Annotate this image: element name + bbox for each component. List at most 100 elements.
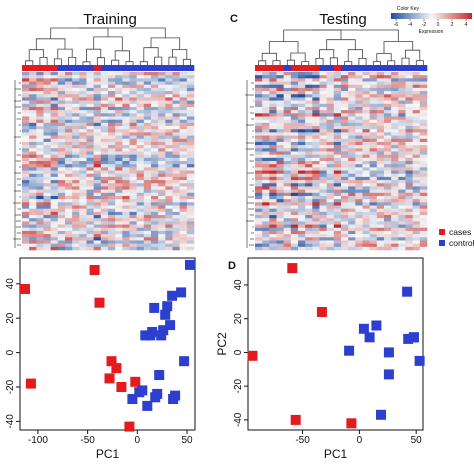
heatmap-cell xyxy=(100,157,109,162)
heatmap-cell xyxy=(115,199,123,203)
heatmap-cell xyxy=(398,75,406,79)
heatmap-cell xyxy=(341,183,349,187)
heatmap-cell xyxy=(290,113,299,117)
heatmap-cell xyxy=(43,148,51,152)
heatmap-cell xyxy=(79,154,87,159)
heatmap-cell xyxy=(355,173,363,178)
heatmap-cell xyxy=(108,135,116,140)
heatmap-cell xyxy=(341,240,349,244)
heatmap-cell xyxy=(398,186,406,190)
heatmap-cell xyxy=(326,116,335,120)
heatmap-cell xyxy=(22,221,30,225)
heatmap-cell xyxy=(186,126,195,130)
heatmap-cell xyxy=(319,81,327,86)
heatmap-cell xyxy=(419,78,428,82)
heatmap-cell xyxy=(341,97,349,101)
heatmap-cell xyxy=(348,234,356,238)
heatmap-cell xyxy=(312,195,320,200)
heatmap-cell xyxy=(43,97,51,101)
heatmap-cell xyxy=(398,94,406,98)
heatmap-cell xyxy=(341,246,349,251)
heatmap-cell xyxy=(158,157,166,162)
heatmap-cell xyxy=(319,113,327,117)
y-tick-label: 40 xyxy=(5,278,16,290)
x-axis-label: PC1 xyxy=(96,447,120,461)
heatmap-cell xyxy=(86,227,94,232)
y-tick-label: 20 xyxy=(5,312,16,324)
heatmap-cell xyxy=(86,106,94,111)
heatmap-cell xyxy=(65,205,73,209)
heatmap-cell xyxy=(151,78,159,82)
heatmap-cell xyxy=(298,72,306,76)
heatmap-cell xyxy=(333,151,342,155)
heatmap-cell xyxy=(405,103,413,108)
heatmap-cell xyxy=(412,157,421,162)
heatmap-cell xyxy=(165,148,173,152)
heatmap-cell xyxy=(165,227,173,232)
color-key-bar xyxy=(391,13,472,19)
scatter-point-cases xyxy=(106,356,117,367)
heatmap-cell xyxy=(333,72,342,76)
heatmap-cell xyxy=(100,230,109,235)
panel-letter-c: C xyxy=(230,13,238,25)
heatmap-cell xyxy=(298,110,306,114)
heatmap-cell xyxy=(143,151,152,155)
heatmap-cell xyxy=(391,164,399,168)
heatmap-cell xyxy=(36,202,44,206)
heatmap-cell xyxy=(269,202,277,206)
heatmap-cell xyxy=(276,195,284,200)
testing-group-bar xyxy=(255,65,428,71)
heatmap-cell xyxy=(179,135,188,140)
heatmap-cell xyxy=(369,240,378,244)
heatmap-cell xyxy=(172,199,180,203)
heatmap-cell xyxy=(341,199,349,203)
heatmap-cell xyxy=(398,148,406,152)
heatmap-cell xyxy=(341,167,349,171)
heatmap-cell xyxy=(398,221,406,225)
heatmap-cell xyxy=(79,75,87,79)
heatmap-cell xyxy=(355,113,363,117)
heatmap-cell xyxy=(79,205,87,209)
heatmap-cell xyxy=(179,157,188,162)
heatmap-cell xyxy=(391,176,399,181)
heatmap-cell xyxy=(22,180,30,184)
heatmap-cell xyxy=(419,180,428,184)
heatmap-cell xyxy=(312,72,320,76)
heatmap-cell xyxy=(419,157,428,162)
heatmap-cell xyxy=(122,84,130,89)
heatmap-cell xyxy=(108,100,116,105)
heatmap-cell xyxy=(136,227,145,232)
heatmap-cell xyxy=(312,211,320,216)
heatmap-cell xyxy=(305,97,313,101)
group-bar-cell xyxy=(298,65,306,71)
heatmap-cell xyxy=(79,202,87,206)
heatmap-cell xyxy=(86,202,94,206)
heatmap-cell xyxy=(158,234,166,238)
group-bar-cell xyxy=(100,65,109,71)
heatmap-cell xyxy=(93,132,102,136)
heatmap-cell xyxy=(290,224,299,229)
heatmap-cell xyxy=(369,176,378,181)
heatmap-cell xyxy=(122,87,130,92)
heatmap-cell xyxy=(29,230,37,235)
heatmap-cell xyxy=(93,195,102,200)
heatmap-cell xyxy=(108,154,116,159)
heatmap-cell xyxy=(129,176,137,181)
scatter-point-cases xyxy=(89,265,100,275)
heatmap-cell xyxy=(405,237,413,241)
heatmap-cell xyxy=(326,192,335,197)
heatmap-cell xyxy=(341,192,349,197)
heatmap-cell xyxy=(72,75,80,79)
heatmap-cell xyxy=(419,183,428,187)
heatmap-cell xyxy=(348,110,356,114)
heatmap-cell xyxy=(100,154,109,159)
heatmap-cell xyxy=(100,240,109,244)
heatmap-cell xyxy=(348,148,356,152)
heatmap-cell xyxy=(108,215,116,219)
heatmap-cell xyxy=(186,87,195,92)
heatmap-cell xyxy=(262,103,270,108)
heatmap-cell xyxy=(376,202,385,206)
heatmap-cell xyxy=(50,237,59,241)
heatmap-cell xyxy=(369,126,378,130)
heatmap-cell xyxy=(179,227,188,232)
